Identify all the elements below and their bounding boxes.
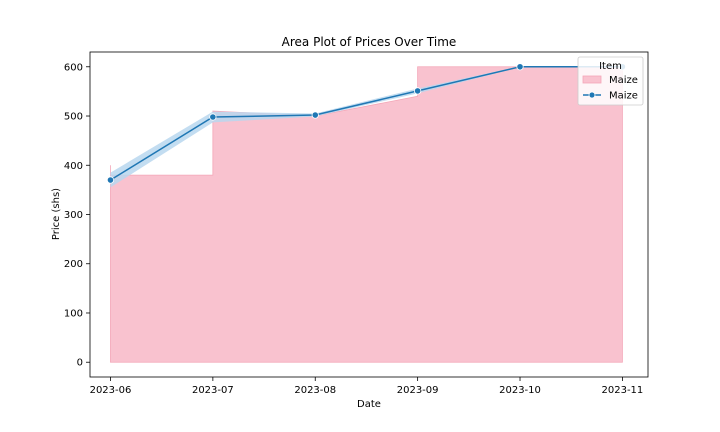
data-point — [106, 176, 115, 184]
data-point — [516, 63, 524, 71]
plot-layer — [106, 63, 627, 363]
y-tick-label: 500 — [64, 112, 83, 123]
legend: Item Maize Maize — [577, 56, 644, 106]
legend-swatch-area — [582, 75, 602, 84]
x-tick-label: 2023-07 — [192, 385, 234, 396]
y-tick-label: 600 — [64, 62, 83, 73]
data-point — [209, 113, 217, 121]
y-tick-label: 100 — [64, 308, 83, 319]
x-axis-label: Date — [357, 399, 381, 410]
legend-label-line: Maize — [609, 91, 638, 102]
x-tick-label: 2023-09 — [397, 385, 439, 396]
legend-label-area: Maize — [609, 75, 638, 86]
area-maize — [110, 66, 623, 363]
y-tick-label: 300 — [64, 210, 83, 221]
x-tick-label: 2023-08 — [294, 385, 336, 396]
y-tick-label: 0 — [77, 358, 83, 369]
line-maize — [110, 66, 623, 181]
chart-title: Area Plot of Prices Over Time — [282, 35, 457, 49]
legend-marker-line — [588, 91, 596, 99]
y-tick-label: 400 — [64, 161, 83, 172]
data-point — [311, 111, 319, 119]
data-point — [414, 87, 422, 95]
x-axis: 2023-06 2023-07 2023-08 2023-09 2023-10 2023-… — [90, 377, 644, 396]
x-tick-label: 2023-11 — [602, 385, 644, 396]
x-tick-label: 2023-10 — [499, 385, 541, 396]
y-tick-label: 200 — [64, 259, 83, 270]
legend-title: Item — [599, 61, 622, 72]
x-tick-label: 2023-06 — [90, 385, 132, 396]
y-axis: 0 100 200 300 400 500 600 — [64, 62, 90, 369]
y-axis-label: Price (shs) — [51, 188, 62, 240]
